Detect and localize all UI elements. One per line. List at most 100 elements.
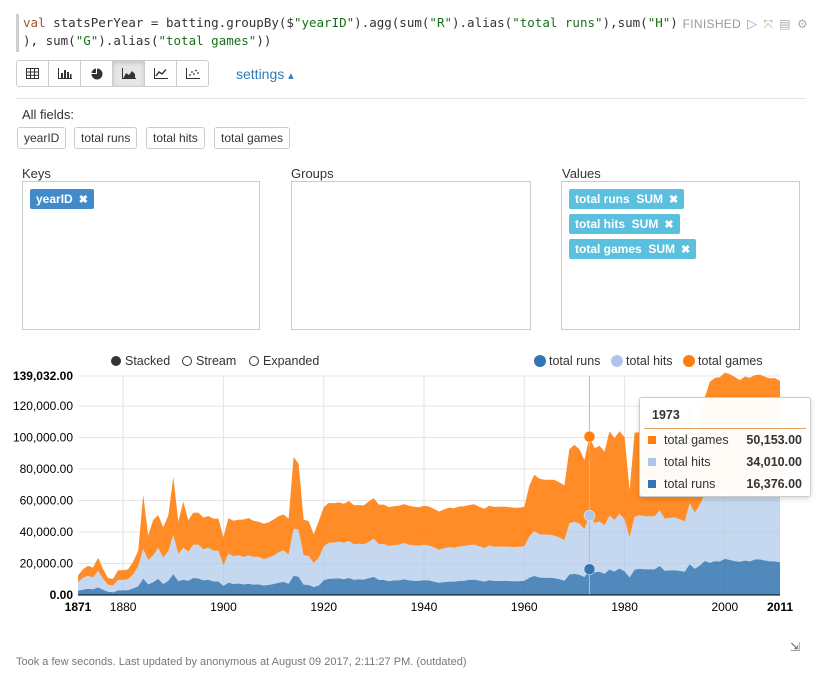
values-dropzone[interactable]: total runs SUM ✖ total hits SUM ✖ total ga…: [561, 181, 800, 330]
swatch-icon: [648, 458, 656, 466]
tooltip-row-total-hits: total hits 34,010.00: [640, 451, 810, 473]
tooltip-row-total-runs: total runs 16,376.00: [640, 473, 810, 495]
stream-option[interactable]: Stream: [182, 354, 236, 368]
code-token: ).agg(sum(: [354, 15, 430, 30]
field-tag-total-hits[interactable]: total hits: [146, 127, 205, 149]
key-chip-label: yearID: [36, 192, 73, 206]
value-chip-total-runs[interactable]: total runs SUM ✖: [569, 189, 685, 209]
scatter-chart-icon: [185, 68, 200, 79]
tooltip-series-name: total hits: [664, 455, 711, 469]
resize-handle-icon[interactable]: ⇲: [790, 640, 801, 654]
bar-chart-icon: [57, 68, 72, 79]
hover-point-total-runs: [583, 563, 596, 575]
code-line-2: ), sum("G").alias("total games")): [19, 32, 809, 50]
radio-icon: [182, 356, 192, 366]
play-icon[interactable]: ▷: [747, 16, 758, 31]
radio-selected-icon: [111, 356, 121, 366]
value-chip-total-hits[interactable]: total hits SUM ✖: [569, 214, 680, 234]
groups-dropzone[interactable]: [291, 181, 531, 330]
code-token: statsPerYear = batting.groupBy($: [45, 15, 294, 30]
tooltip-series-value: 16,376.00: [746, 477, 802, 491]
code-editor[interactable]: val statsPerYear = batting.groupBy($"yea…: [16, 14, 809, 52]
pie-chart-icon: [91, 68, 102, 79]
chart-tooltip: 1973 total games 50,153.00 total hits 34,0…: [639, 397, 811, 497]
field-tag-total-games[interactable]: total games: [214, 127, 291, 149]
x-tick-label: 1871: [65, 600, 92, 614]
y-tick-label: 60,000.00: [20, 493, 74, 507]
swatch-icon: [648, 480, 656, 488]
caret-up-icon: ▴: [288, 70, 294, 82]
table-view-button[interactable]: [16, 60, 49, 87]
value-chip-label: total runs SUM: [575, 192, 664, 206]
keys-dropzone[interactable]: yearID ✖: [22, 181, 260, 330]
tooltip-year: 1973: [644, 398, 806, 429]
legend-total-hits[interactable]: total hits: [611, 354, 673, 368]
remove-icon[interactable]: ✖: [681, 244, 691, 256]
line-chart-button[interactable]: [144, 60, 177, 87]
y-tick-label: 40,000.00: [20, 525, 74, 539]
swatch-icon: [648, 436, 656, 444]
settings-toggle[interactable]: settings ▴: [236, 66, 294, 82]
area-series-total-hits: [78, 489, 780, 593]
all-fields-label: All fields:: [22, 107, 75, 122]
code-line-1: val statsPerYear = batting.groupBy($"yea…: [19, 14, 809, 32]
code-token: "total runs": [512, 15, 603, 30]
field-tag-total-runs[interactable]: total runs: [74, 127, 138, 149]
tooltip-series-name: total games: [664, 433, 729, 447]
remove-icon[interactable]: ✖: [664, 219, 674, 231]
code-token: )): [256, 33, 272, 48]
area-chart-button[interactable]: [112, 60, 145, 87]
code-token: ).alias(: [452, 15, 513, 30]
legend-total-games[interactable]: total games: [683, 354, 763, 368]
legend-dot-icon: [683, 355, 695, 367]
code-token: "H": [647, 15, 671, 30]
tooltip-series-value: 50,153.00: [746, 433, 802, 447]
tooltip-row-total-games: total games 50,153.00: [640, 429, 810, 451]
groups-label: Groups: [291, 166, 334, 181]
y-tick-label: 139,032.00: [13, 369, 73, 383]
tooltip-series-value: 34,010.00: [746, 455, 802, 469]
y-tick-label: 0.00: [50, 588, 74, 602]
hover-point-total-games: [583, 430, 596, 443]
values-label: Values: [562, 166, 601, 181]
remove-icon[interactable]: ✖: [669, 194, 679, 206]
book-icon[interactable]: ▤: [779, 17, 791, 31]
pie-chart-button[interactable]: [80, 60, 113, 87]
code-token: ), sum(: [23, 33, 76, 48]
paragraph-status: FINISHED: [682, 17, 742, 31]
expanded-label: Expanded: [263, 354, 320, 368]
code-token: "total games": [158, 33, 257, 48]
stacked-option[interactable]: Stacked: [111, 354, 170, 368]
scatter-chart-button[interactable]: [176, 60, 209, 87]
x-tick-label: 2011: [767, 600, 793, 614]
x-tick-label: 1900: [210, 600, 237, 614]
expanded-option[interactable]: Expanded: [249, 354, 319, 368]
settings-label: settings: [236, 66, 285, 82]
x-tick-label: 1880: [110, 600, 137, 614]
bar-chart-button[interactable]: [48, 60, 81, 87]
paragraph-footer: Took a few seconds. Last updated by anon…: [16, 656, 467, 668]
key-chip-yearid[interactable]: yearID ✖: [30, 189, 94, 209]
line-chart-icon: [153, 68, 168, 79]
value-chip-label: total games SUM: [575, 242, 676, 256]
code-token: "G": [75, 33, 99, 48]
area-series-total-runs: [78, 558, 780, 595]
legend-label: total runs: [549, 354, 601, 368]
field-tag-yearid[interactable]: yearID: [17, 127, 67, 149]
y-tick-label: 120,000.00: [13, 399, 73, 413]
tooltip-series-name: total runs: [664, 477, 716, 491]
value-chip-total-games[interactable]: total games SUM ✖: [569, 239, 697, 259]
legend-dot-icon: [534, 355, 546, 367]
legend-total-runs[interactable]: total runs: [534, 354, 600, 368]
code-token: ),sum(: [602, 15, 648, 30]
gear-icon[interactable]: ⚙: [796, 17, 808, 31]
remove-icon[interactable]: ✖: [78, 194, 88, 206]
legend-dot-icon: [611, 355, 623, 367]
x-tick-label: 1920: [310, 600, 337, 614]
expand-icon[interactable]: ⤧: [763, 16, 774, 31]
x-tick-label: 1960: [511, 600, 538, 614]
paragraph-controls: FINISHED ▷ ⤧ ▤ ⚙: [678, 16, 808, 32]
x-tick-label: 2000: [711, 600, 738, 614]
keys-label: Keys: [22, 166, 51, 181]
x-tick-label: 1980: [611, 600, 638, 614]
